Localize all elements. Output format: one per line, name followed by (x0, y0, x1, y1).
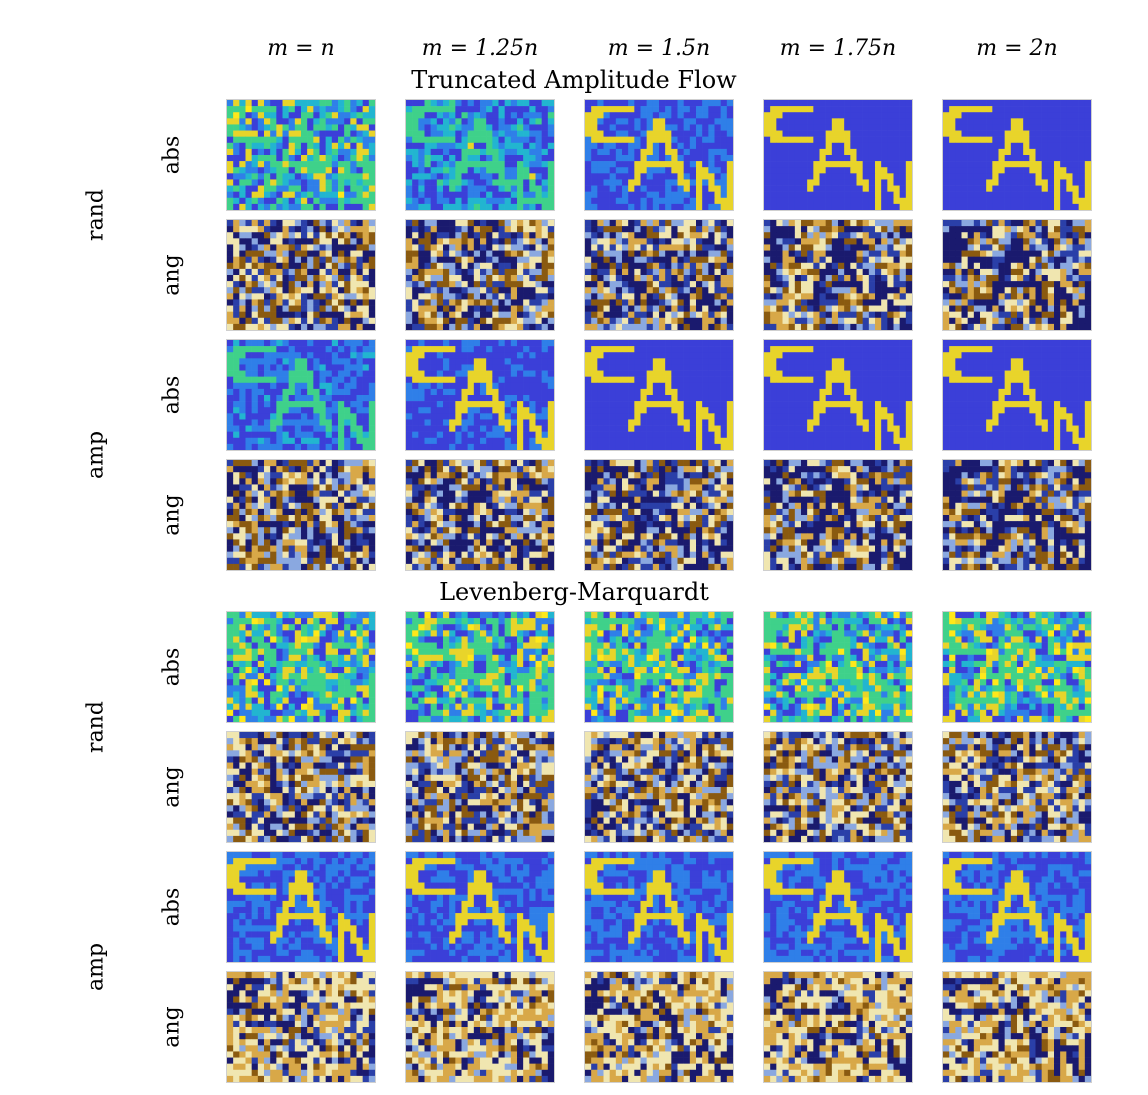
reconstruction-image (942, 459, 1092, 571)
reconstruction-image (405, 731, 555, 843)
reconstruction-image (584, 611, 734, 723)
reconstruction-image (763, 219, 913, 331)
row-label: ang (159, 1006, 185, 1048)
reconstruction-image (405, 611, 555, 723)
reconstruction-image (405, 459, 555, 571)
reconstruction-image (584, 339, 734, 451)
reconstruction-image (942, 851, 1092, 963)
row-label: ang (159, 494, 185, 536)
reconstruction-image (226, 99, 376, 211)
reconstruction-image (942, 611, 1092, 723)
row-label: abs (159, 647, 185, 687)
row-label: abs (159, 375, 185, 415)
column-header: m = 1.5n (607, 36, 711, 61)
reconstruction-image (584, 731, 734, 843)
reconstruction-image (942, 971, 1092, 1083)
column-header: m = 2n (976, 36, 1058, 61)
reconstruction-image (226, 851, 376, 963)
group-label: rand (83, 189, 109, 241)
reconstruction-image (763, 851, 913, 963)
column-header: m = 1.25n (421, 36, 539, 61)
reconstruction-image (942, 99, 1092, 211)
row-label: ang (159, 254, 185, 296)
reconstruction-image (226, 971, 376, 1083)
reconstruction-image (226, 459, 376, 571)
reconstruction-image (226, 731, 376, 843)
reconstruction-image (763, 99, 913, 211)
reconstruction-image (763, 731, 913, 843)
reconstruction-image (226, 339, 376, 451)
reconstruction-image (763, 611, 913, 723)
reconstruction-image (226, 219, 376, 331)
group-label: amp (83, 430, 109, 480)
reconstruction-image (405, 851, 555, 963)
reconstruction-image (763, 459, 913, 571)
reconstruction-image (763, 971, 913, 1083)
reconstruction-image (584, 851, 734, 963)
section-title: Levenberg-Marquardt (439, 578, 709, 606)
reconstruction-image (405, 219, 555, 331)
reconstruction-image (584, 971, 734, 1083)
section-title: Truncated Amplitude Flow (411, 66, 737, 94)
reconstruction-image (584, 219, 734, 331)
reconstruction-image (226, 611, 376, 723)
reconstruction-image (942, 339, 1092, 451)
reconstruction-image (763, 339, 913, 451)
reconstruction-image (405, 971, 555, 1083)
reconstruction-image (584, 459, 734, 571)
reconstruction-image (405, 339, 555, 451)
column-header: m = n (267, 36, 335, 61)
row-label: abs (159, 887, 185, 927)
column-header: m = 1.75n (779, 36, 897, 61)
group-label: rand (83, 701, 109, 753)
reconstruction-image (942, 731, 1092, 843)
reconstruction-image (942, 219, 1092, 331)
reconstruction-image (584, 99, 734, 211)
row-label: ang (159, 766, 185, 808)
group-label: amp (83, 942, 109, 992)
row-label: abs (159, 135, 185, 175)
reconstruction-image (405, 99, 555, 211)
